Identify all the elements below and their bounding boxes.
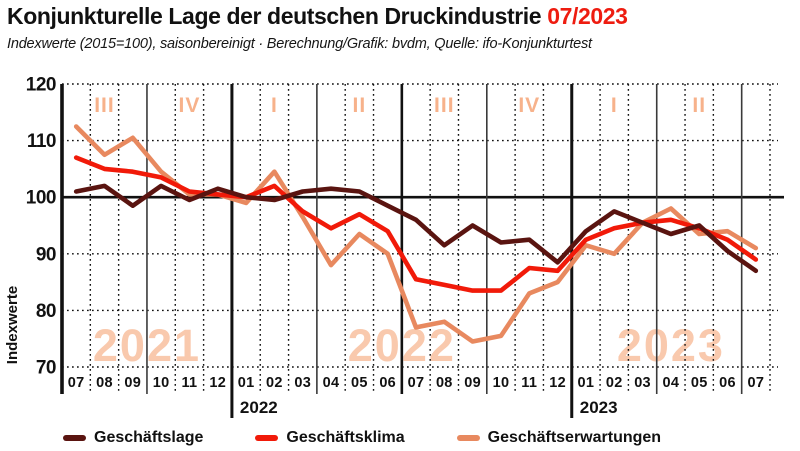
year-watermark: 2023 — [617, 320, 725, 371]
quarter-label: IV — [518, 94, 540, 117]
month-label: 06 — [379, 375, 396, 391]
legend-label-geschaeftserwartungen: Geschäftserwartungen — [487, 429, 662, 446]
year-label: 2022 — [240, 398, 278, 417]
y-tick-label: 110 — [27, 131, 56, 152]
legend-label-geschaeftslage: Geschäftslage — [94, 429, 204, 446]
month-label: 05 — [351, 375, 368, 391]
year-label: 2023 — [580, 398, 618, 417]
month-label: 04 — [663, 375, 680, 391]
month-label: 10 — [493, 375, 510, 391]
subtitle: Indexwerte (2015=100), saisonbereinigt ·… — [7, 36, 592, 52]
title-text: Konjunkturelle Lage der deutschen Drucki… — [7, 3, 542, 29]
quarter-label: II — [692, 94, 706, 117]
series-line-geschftsklima — [73, 155, 759, 293]
month-label: 03 — [294, 375, 311, 391]
legend-label-geschaeftsklima: Geschäftsklima — [286, 429, 405, 446]
quarter-label: III — [434, 94, 455, 117]
year-watermark: 2021 — [93, 320, 201, 371]
series-line-geschftslage — [73, 183, 759, 274]
quarter-label: IV — [179, 94, 201, 117]
quarter-label: I — [611, 94, 618, 117]
chart-header: Konjunkturelle Lage der deutschen Drucki… — [7, 2, 797, 52]
series-line-geschftserwartungen — [73, 124, 759, 344]
month-label: 04 — [323, 375, 340, 391]
quarter-label: III — [94, 94, 115, 117]
y-axis-title: Indexwerte — [4, 286, 21, 364]
y-tick-label: 70 — [36, 358, 56, 379]
legend-item-geschaeftsklima: Geschäftsklima — [255, 429, 405, 447]
legend-swatch-geschaeftserwartungen — [456, 435, 480, 441]
quarter-label: I — [271, 94, 278, 117]
month-label: 06 — [719, 375, 736, 391]
month-label: 10 — [153, 375, 170, 391]
y-tick-label: 100 — [26, 188, 56, 209]
legend-swatch-geschaeftslage — [63, 435, 86, 441]
y-tick-label: 90 — [36, 244, 56, 265]
month-label: 11 — [181, 375, 197, 391]
month-label: 12 — [209, 375, 226, 391]
legend-swatch-geschaeftsklima — [255, 435, 279, 441]
month-label: 02 — [606, 375, 623, 391]
month-label: 07 — [68, 375, 85, 391]
quarter-label: II — [353, 94, 367, 117]
month-label: 07 — [747, 375, 764, 391]
month-label: 12 — [549, 375, 566, 391]
month-label: 11 — [521, 375, 537, 391]
month-label: 03 — [634, 375, 651, 391]
month-label: 07 — [408, 375, 425, 391]
month-label: 08 — [96, 375, 113, 391]
y-tick-label: 80 — [36, 301, 56, 322]
month-label: 05 — [691, 375, 708, 391]
month-label: 01 — [578, 375, 595, 391]
month-label: 09 — [464, 375, 481, 391]
month-label: 08 — [436, 375, 453, 391]
month-label: 09 — [124, 375, 141, 391]
page-title: Konjunkturelle Lage der deutschen Drucki… — [7, 2, 797, 30]
month-label: 02 — [266, 375, 283, 391]
month-label: 01 — [238, 375, 255, 391]
legend-item-geschaeftslage: Geschäftslage — [63, 429, 203, 447]
title-period: 07/2023 — [547, 3, 628, 29]
y-tick-label: 120 — [26, 75, 56, 96]
legend: Geschäftslage Geschäftsklima Geschäftser… — [63, 428, 661, 448]
legend-item-geschaeftserwartungen: Geschäftserwartungen — [456, 429, 662, 447]
